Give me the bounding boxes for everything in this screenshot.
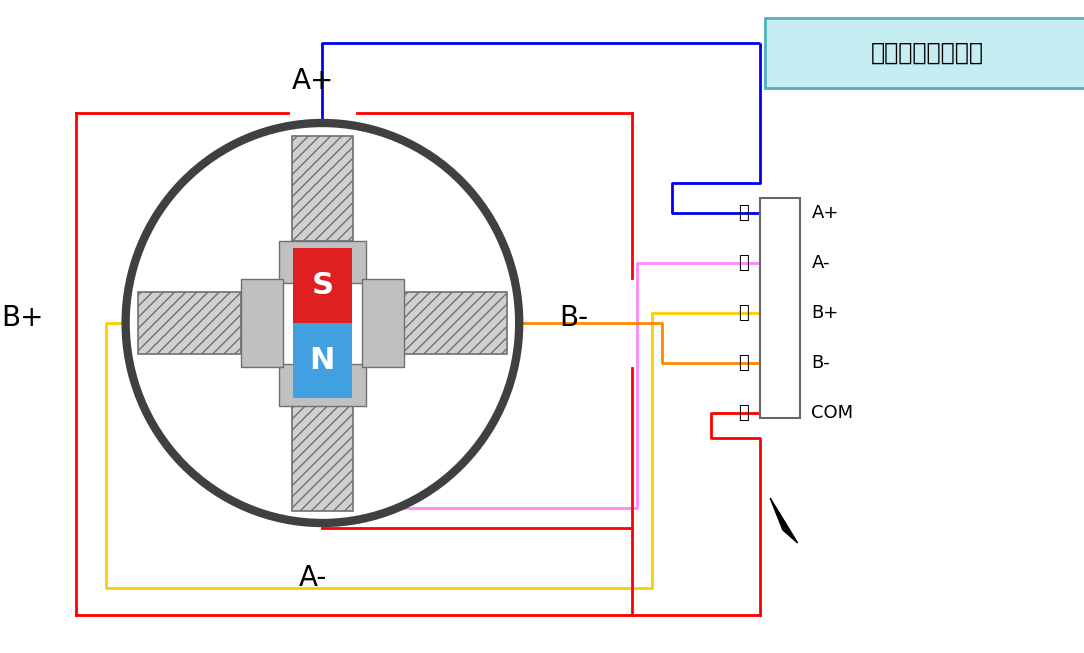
FancyBboxPatch shape — [138, 292, 242, 354]
Polygon shape — [770, 498, 798, 543]
Text: N: N — [310, 346, 335, 375]
FancyBboxPatch shape — [279, 364, 365, 406]
FancyBboxPatch shape — [765, 18, 1084, 88]
Text: B+: B+ — [1, 304, 43, 332]
Text: B-: B- — [812, 354, 830, 372]
Text: 红: 红 — [738, 404, 748, 422]
Text: A-: A- — [812, 254, 830, 272]
FancyBboxPatch shape — [760, 198, 800, 418]
Text: 五线四相步进电机: 五线四相步进电机 — [872, 41, 984, 65]
FancyBboxPatch shape — [279, 240, 365, 283]
Text: A-: A- — [298, 564, 326, 592]
Text: A+: A+ — [812, 204, 839, 222]
Text: 蓝: 蓝 — [738, 204, 748, 222]
Text: S: S — [311, 271, 334, 300]
FancyBboxPatch shape — [292, 406, 353, 511]
Text: 粉: 粉 — [738, 254, 748, 272]
Text: 橙: 橙 — [738, 354, 748, 372]
Text: B-: B- — [558, 304, 588, 332]
FancyBboxPatch shape — [292, 136, 353, 240]
FancyBboxPatch shape — [293, 323, 352, 398]
Circle shape — [126, 123, 519, 523]
FancyBboxPatch shape — [242, 279, 283, 367]
FancyBboxPatch shape — [293, 248, 352, 323]
Text: 黄: 黄 — [738, 304, 748, 322]
FancyBboxPatch shape — [362, 279, 403, 367]
Text: COM: COM — [812, 404, 853, 422]
FancyBboxPatch shape — [403, 292, 507, 354]
Text: A+: A+ — [292, 67, 334, 95]
Text: B+: B+ — [812, 304, 839, 322]
